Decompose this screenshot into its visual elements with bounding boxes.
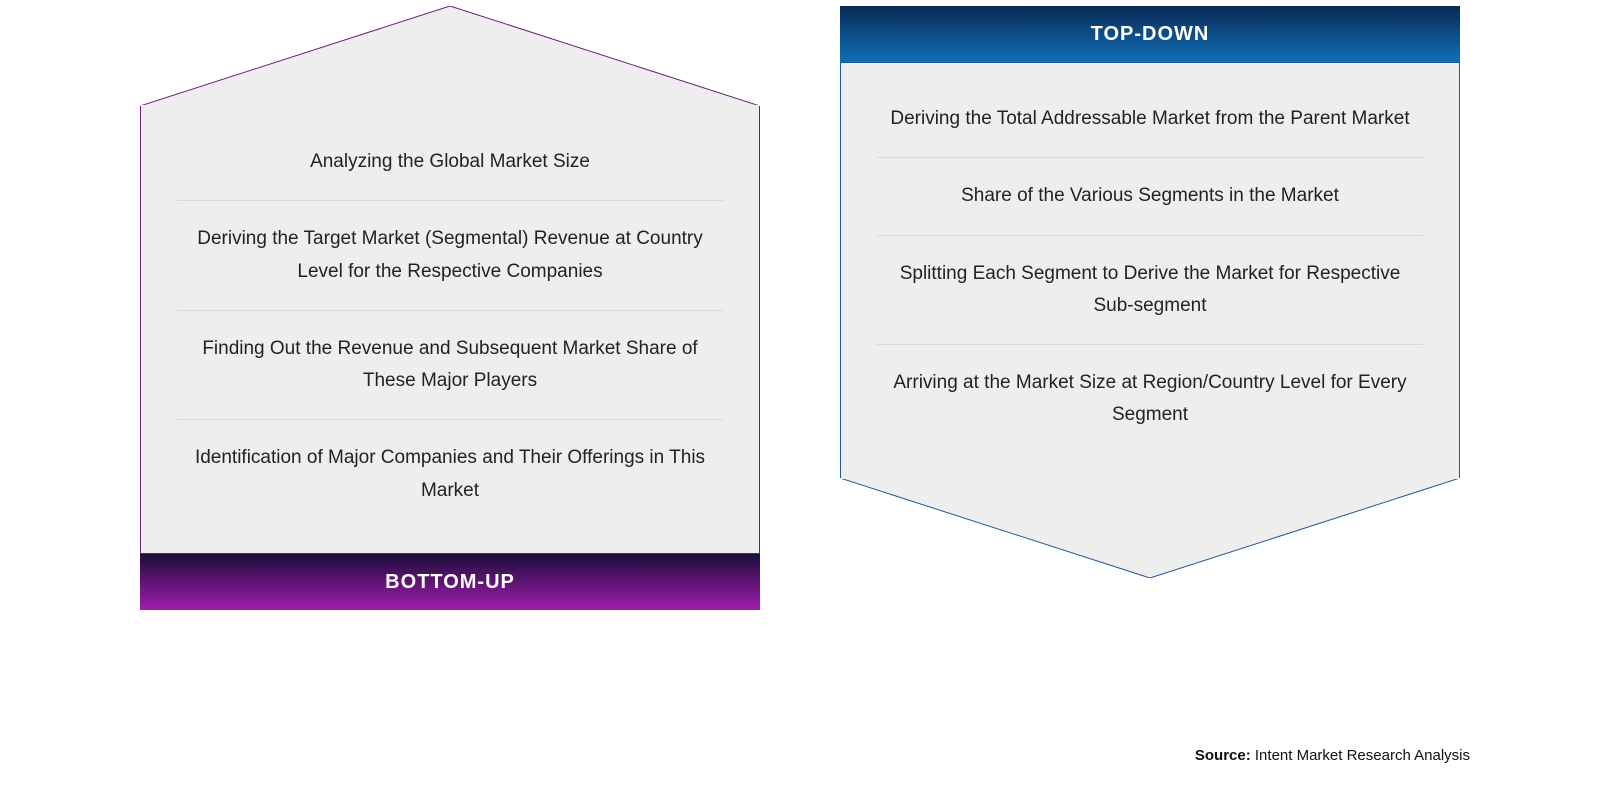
bottom-up-step: Analyzing the Global Market Size xyxy=(177,124,723,200)
diagram-wrap: Analyzing the Global Market Size Derivin… xyxy=(0,0,1600,786)
top-down-arrow-tip-icon xyxy=(840,478,1460,578)
top-down-title-bar: TOP-DOWN xyxy=(840,6,1460,62)
source-text: Intent Market Research Analysis xyxy=(1255,747,1470,764)
top-down-step: Splitting Each Segment to Derive the Mar… xyxy=(877,236,1423,345)
bottom-up-step: Deriving the Target Market (Segmental) R… xyxy=(177,201,723,310)
source-credit: Source: Intent Market Research Analysis xyxy=(1195,747,1470,764)
bottom-up-title-bar: BOTTOM-UP xyxy=(140,554,760,610)
source-label: Source: xyxy=(1195,747,1251,764)
top-down-step: Arriving at the Market Size at Region/Co… xyxy=(877,345,1423,454)
bottom-up-arrow-tip-icon xyxy=(140,6,760,106)
bottom-up-panel: Analyzing the Global Market Size Derivin… xyxy=(130,6,770,610)
top-down-step: Deriving the Total Addressable Market fr… xyxy=(877,81,1423,157)
bottom-up-step: Finding Out the Revenue and Subsequent M… xyxy=(177,311,723,420)
top-down-body: Deriving the Total Addressable Market fr… xyxy=(840,62,1460,478)
top-down-panel: TOP-DOWN Deriving the Total Addressable … xyxy=(830,6,1470,578)
top-down-title: TOP-DOWN xyxy=(1091,23,1210,46)
top-down-step: Share of the Various Segments in the Mar… xyxy=(877,158,1423,234)
bottom-up-body: Analyzing the Global Market Size Derivin… xyxy=(140,106,760,554)
bottom-up-title: BOTTOM-UP xyxy=(385,571,515,594)
bottom-up-step: Identification of Major Companies and Th… xyxy=(177,420,723,529)
